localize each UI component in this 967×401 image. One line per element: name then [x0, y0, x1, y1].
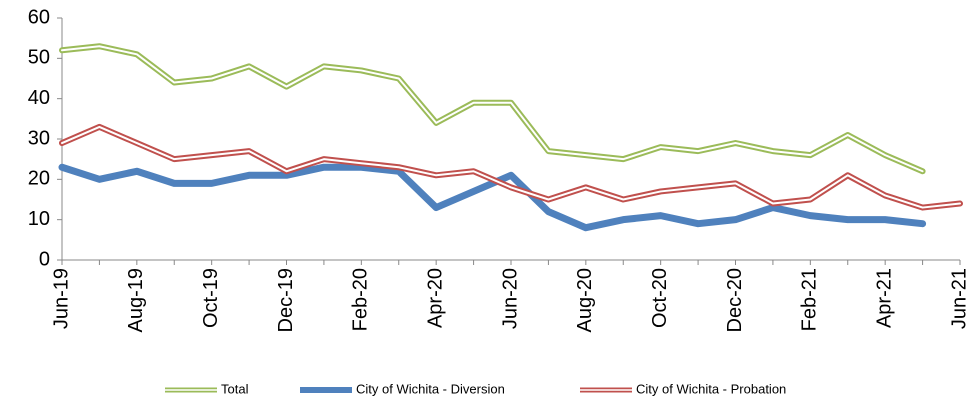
- x-tick-label: Jun-19: [50, 268, 72, 329]
- y-tick-label: 30: [28, 127, 50, 149]
- legend-item: City of Wichita - Probation: [580, 381, 786, 396]
- legend-label: City of Wichita - Diversion: [356, 381, 505, 396]
- legend-item: City of Wichita - Diversion: [300, 381, 505, 396]
- y-tick-label: 60: [28, 6, 50, 28]
- x-tick-label: Aug-20: [574, 268, 596, 333]
- legend-label: Total: [221, 381, 249, 396]
- y-tick-label: 40: [28, 87, 50, 109]
- x-tick-label: Oct-19: [200, 268, 222, 328]
- x-tick-label: Apr-20: [424, 268, 446, 328]
- y-tick-label: 0: [39, 248, 50, 270]
- y-tick-label: 10: [28, 208, 50, 230]
- series-line: [58, 163, 927, 232]
- legend-item: Total: [165, 381, 249, 396]
- x-tick-label: Aug-19: [125, 268, 147, 333]
- y-tick-label: 50: [28, 47, 50, 69]
- x-tick-label: Feb-21: [799, 268, 821, 331]
- legend-label: City of Wichita - Probation: [636, 381, 786, 396]
- x-tick-label: Apr-21: [873, 268, 895, 328]
- y-tick-label: 20: [28, 168, 50, 190]
- series-line: [59, 123, 963, 211]
- x-tick-label: Jun-21: [948, 268, 967, 329]
- series-line-inner: [61, 125, 961, 209]
- x-tick-label: Dec-20: [724, 268, 746, 332]
- x-tick-label: Jun-20: [499, 268, 521, 329]
- x-tick-label: Dec-19: [275, 268, 297, 332]
- x-tick-label: Feb-20: [350, 268, 372, 331]
- series-line-inner: [61, 45, 924, 173]
- x-tick-label: Oct-20: [649, 268, 671, 328]
